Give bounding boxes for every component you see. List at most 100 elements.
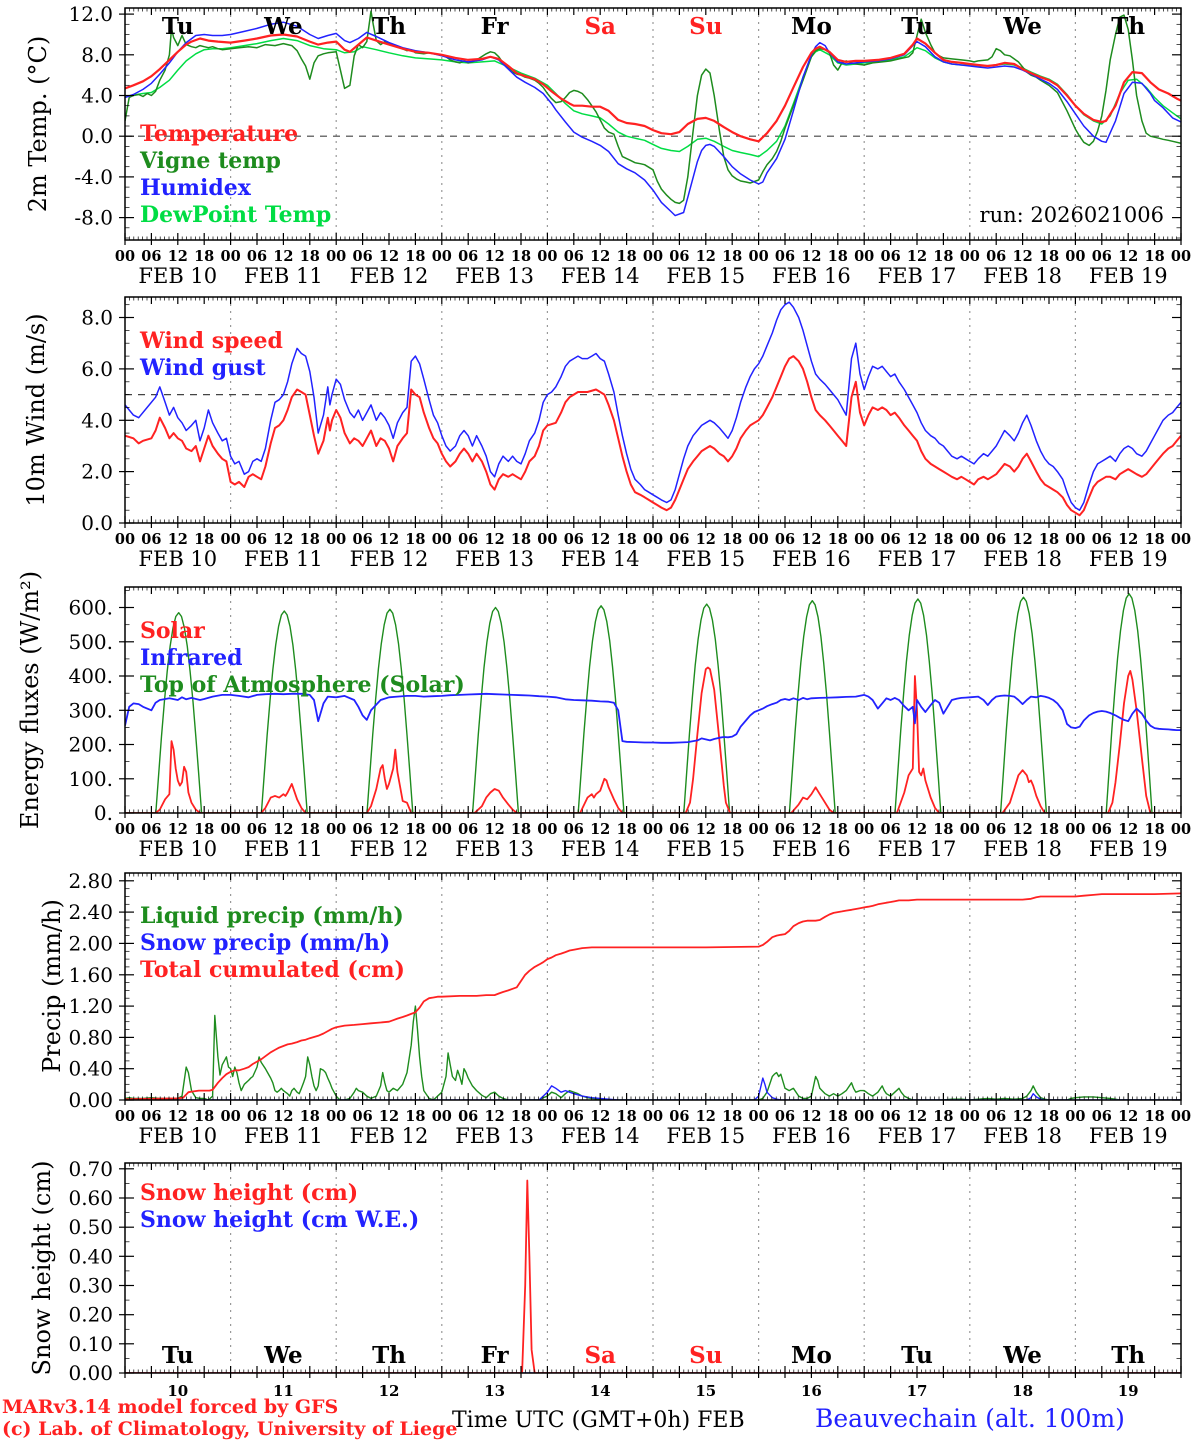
date-number-label: 13 bbox=[484, 1382, 505, 1400]
hour-label: 18 bbox=[511, 1108, 531, 1125]
hour-label: 12 bbox=[696, 1108, 716, 1125]
time-axis-title: Time UTC (GMT+0h) FEB bbox=[452, 1408, 745, 1433]
hour-label: 00 bbox=[326, 531, 346, 548]
hour-label: 12 bbox=[379, 248, 399, 265]
hour-label: 00 bbox=[326, 821, 346, 838]
date-number-label: 17 bbox=[907, 1382, 928, 1400]
y-tick-label: 2.40 bbox=[68, 900, 113, 924]
hour-label: 00 bbox=[537, 821, 557, 838]
hour-label: 00 bbox=[1171, 821, 1191, 838]
hour-label: 12 bbox=[1118, 1108, 1138, 1125]
top-of-atmosphere-solar--series bbox=[125, 593, 1181, 813]
legend-item-wind-speed: Wind speed bbox=[140, 328, 283, 354]
hour-label: 00 bbox=[960, 248, 980, 265]
legend-item-infrared: Infrared bbox=[140, 645, 243, 671]
run-label: run: 2026021006 bbox=[979, 203, 1164, 227]
hour-label: 00 bbox=[1171, 531, 1191, 548]
hour-label: 12 bbox=[801, 1108, 821, 1125]
day-name-label: We bbox=[263, 13, 303, 40]
hour-label: 18 bbox=[1145, 531, 1165, 548]
hour-label: 06 bbox=[564, 821, 584, 838]
day-name-label: We bbox=[263, 1342, 303, 1369]
hour-label: 06 bbox=[141, 531, 161, 548]
hour-label: 06 bbox=[881, 531, 901, 548]
day-gridlines bbox=[230, 8, 1077, 240]
hour-label: 18 bbox=[300, 821, 320, 838]
y-tick-label: 0.40 bbox=[68, 1244, 113, 1268]
hour-label: 12 bbox=[273, 531, 293, 548]
hour-label: 12 bbox=[379, 821, 399, 838]
day-gridlines bbox=[230, 587, 1077, 813]
y-tick-label: 0.00 bbox=[68, 1361, 113, 1385]
legend-item-dewpoint: DewPoint Temp bbox=[140, 202, 332, 228]
vigne-temp-series bbox=[125, 10, 1181, 205]
date-label: FEB 12 bbox=[350, 837, 429, 861]
hour-label: 06 bbox=[564, 1108, 584, 1125]
y-tick-label: 6.0 bbox=[81, 357, 113, 381]
hour-label: 18 bbox=[1145, 821, 1165, 838]
day-name-label: Mo bbox=[791, 13, 832, 40]
y-tick-label: 0.10 bbox=[68, 1332, 113, 1356]
hour-label: 06 bbox=[775, 531, 795, 548]
hour-label: 12 bbox=[590, 531, 610, 548]
y-tick-label: 400. bbox=[68, 664, 113, 688]
legend-item-liquid-precip: Liquid precip (mm/h) bbox=[140, 903, 404, 929]
hour-label: 00 bbox=[749, 248, 769, 265]
hour-label: 18 bbox=[194, 821, 214, 838]
date-number-label: 11 bbox=[273, 1382, 294, 1400]
hour-label: 00 bbox=[432, 248, 452, 265]
hour-label: 12 bbox=[273, 821, 293, 838]
y-tick-label: 0.20 bbox=[68, 1303, 113, 1327]
hour-label: 06 bbox=[141, 248, 161, 265]
legend-item-wind-gust: Wind gust bbox=[140, 355, 266, 381]
hour-label: 12 bbox=[1013, 531, 1033, 548]
hour-label: 18 bbox=[194, 248, 214, 265]
hour-label: 12 bbox=[1013, 821, 1033, 838]
hour-label: 06 bbox=[1092, 248, 1112, 265]
date-label: FEB 18 bbox=[983, 837, 1062, 861]
day-name-label: Tu bbox=[162, 1342, 194, 1369]
legend-energy-panel: Solar Infrared Top of Atmosphere (Solar) bbox=[140, 618, 465, 699]
hour-label: 12 bbox=[907, 1108, 927, 1125]
y-tick-label: 0.40 bbox=[68, 1057, 113, 1081]
energy-fluxes-series-group bbox=[125, 593, 1181, 813]
hour-label: 00 bbox=[432, 531, 452, 548]
hour-label: 12 bbox=[590, 1108, 610, 1125]
y-tick-label: 4.0 bbox=[81, 84, 113, 108]
legend-item-humidex: Humidex bbox=[140, 175, 251, 201]
hour-label: 12 bbox=[590, 821, 610, 838]
hour-label: 06 bbox=[669, 821, 689, 838]
hour-label: 06 bbox=[247, 531, 267, 548]
hour-label: 12 bbox=[1118, 821, 1138, 838]
legend-precip-panel: Liquid precip (mm/h) Snow precip (mm/h) … bbox=[140, 903, 405, 984]
hour-label: 06 bbox=[1092, 821, 1112, 838]
hour-label: 18 bbox=[1039, 1108, 1059, 1125]
hour-label: 06 bbox=[775, 1108, 795, 1125]
hour-label: 18 bbox=[617, 531, 637, 548]
humidex-series bbox=[125, 21, 1181, 217]
hour-label: 00 bbox=[643, 248, 663, 265]
y-tick-label: 1.20 bbox=[68, 994, 113, 1018]
hour-label: 00 bbox=[537, 531, 557, 548]
date-number-label: 19 bbox=[1118, 1382, 1139, 1400]
temperature-series bbox=[125, 33, 1181, 143]
solar-series bbox=[125, 666, 1181, 813]
y-tick-label: -8.0 bbox=[74, 206, 113, 230]
hour-label: 12 bbox=[1013, 248, 1033, 265]
y-tick-label: 4.0 bbox=[81, 408, 113, 432]
hour-label: 06 bbox=[458, 1108, 478, 1125]
day-gridlines bbox=[230, 873, 1077, 1100]
y-tick-label: 2.80 bbox=[68, 869, 113, 893]
hour-label: 18 bbox=[194, 531, 214, 548]
wind-gust-series bbox=[125, 301, 1181, 511]
date-label: FEB 16 bbox=[772, 264, 851, 288]
y-tick-label: 8.0 bbox=[81, 306, 113, 330]
day-name-label: We bbox=[1002, 1342, 1042, 1369]
hour-label: 00 bbox=[1065, 531, 1085, 548]
hour-label: 00 bbox=[221, 248, 241, 265]
y-tick-label: 0.30 bbox=[68, 1274, 113, 1298]
hour-label: 06 bbox=[458, 248, 478, 265]
hour-label: 00 bbox=[115, 821, 135, 838]
hour-label: 18 bbox=[933, 531, 953, 548]
